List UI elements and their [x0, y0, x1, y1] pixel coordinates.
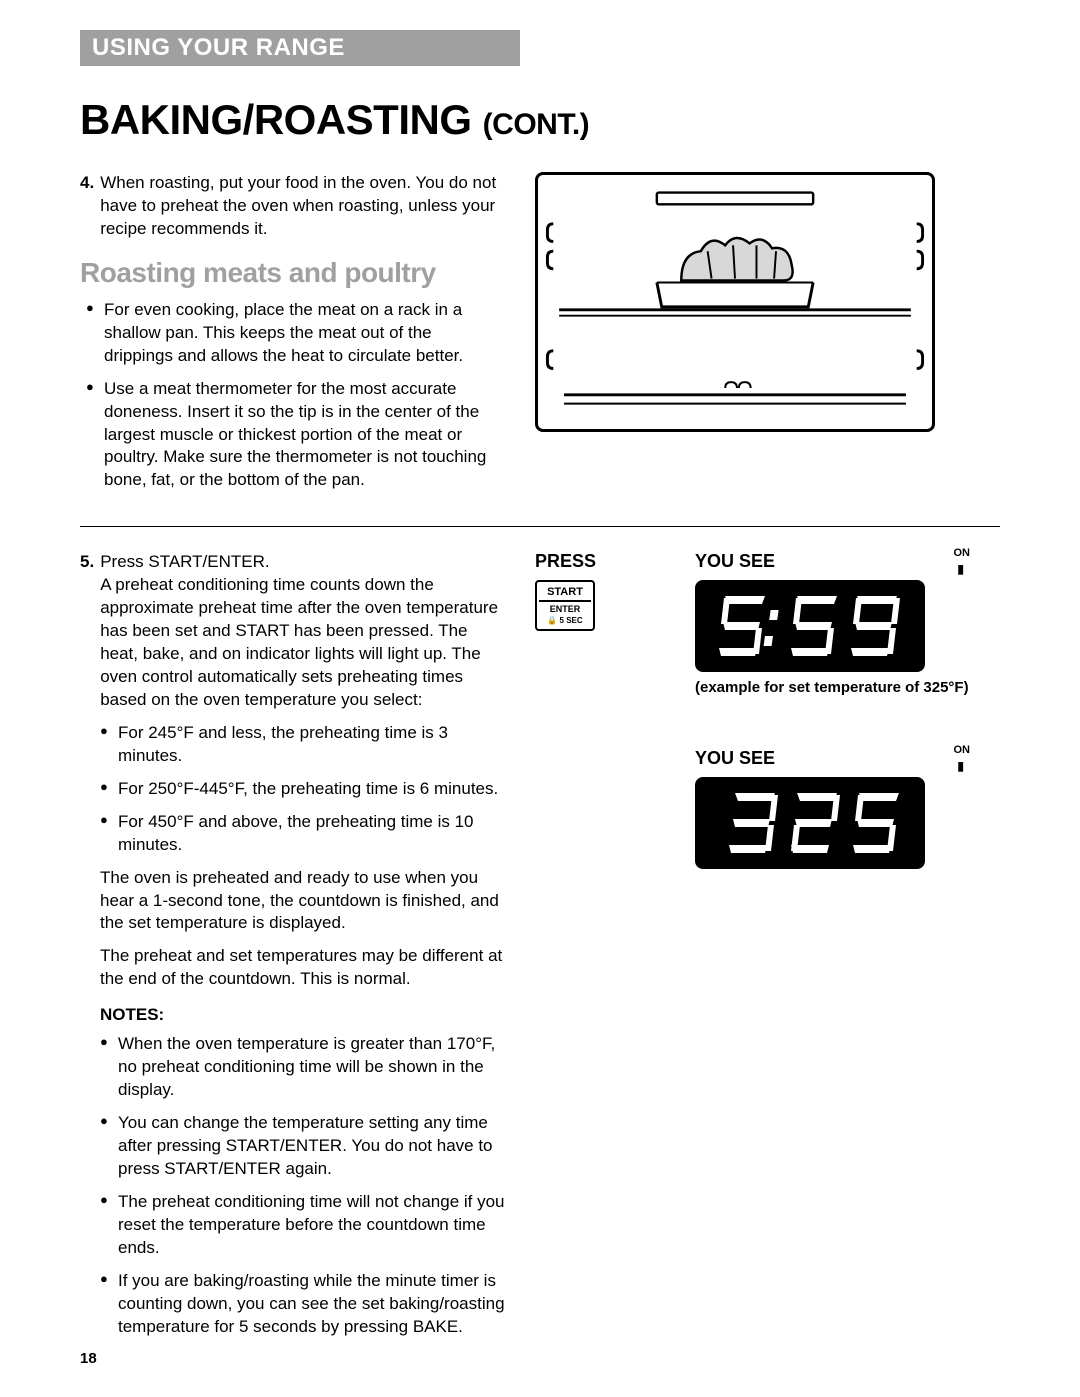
- step-5-number: 5.: [80, 551, 94, 712]
- upper-right-column: [535, 172, 1000, 502]
- step-4: 4. When roasting, put your food in the o…: [80, 172, 505, 241]
- you-see-column-2: ON ▮ YOU SEE: [695, 748, 1000, 869]
- display-559-caption: (example for set temperature of 325°F): [695, 678, 1000, 698]
- lock-text: 🔒 5 SEC: [539, 616, 591, 625]
- notes-bullet-2: You can change the temperature setting a…: [100, 1112, 505, 1181]
- start-text: START: [539, 586, 591, 602]
- enter-text: ENTER: [539, 604, 591, 614]
- step-5-para3: The preheat and set temperatures may be …: [80, 945, 505, 991]
- temp-bullet-3: For 450°F and above, the preheating time…: [100, 811, 505, 857]
- on-label-2: ON: [954, 744, 971, 756]
- step-5-intro-line: Press START/ENTER.: [100, 552, 269, 571]
- page-title: BAKING/ROASTING (CONT.): [80, 96, 1000, 144]
- display-559: [695, 580, 925, 672]
- roasting-subheading: Roasting meats and poultry: [80, 257, 505, 289]
- temp-bullet-1: For 245°F and less, the preheating time …: [100, 722, 505, 768]
- roasting-bullet-1: For even cooking, place the meat on a ra…: [86, 299, 505, 368]
- notes-bullet-4: If you are baking/roasting while the min…: [100, 1270, 505, 1339]
- on-label-1: ON: [954, 547, 971, 559]
- roasting-bullet-2: Use a meat thermometer for the most accu…: [86, 378, 505, 493]
- step-5-intro: Press START/ENTER. A preheat conditionin…: [100, 551, 505, 712]
- press-label: PRESS: [535, 551, 615, 572]
- step-4-text: When roasting, put your food in the oven…: [100, 172, 505, 241]
- you-see-column-1: ON ▮ YOU SEE: [695, 551, 1000, 875]
- lower-right-column: PRESS START ENTER 🔒 5 SEC ON ▮ YOU SEE: [535, 551, 1000, 1348]
- start-enter-button-icon: START ENTER 🔒 5 SEC: [535, 580, 595, 631]
- step-4-number: 4.: [80, 172, 94, 241]
- temp-bullet-list: For 245°F and less, the preheating time …: [80, 722, 505, 857]
- display-325: [695, 777, 925, 869]
- step-5: 5. Press START/ENTER. A preheat conditio…: [80, 551, 505, 712]
- title-main: BAKING/ROASTING: [80, 96, 483, 143]
- title-cont: (CONT.): [483, 108, 589, 141]
- notes-label: NOTES:: [80, 1005, 505, 1025]
- step-5-para1: A preheat conditioning time counts down …: [100, 575, 498, 709]
- temp-bullet-2: For 250°F-445°F, the preheating time is …: [100, 778, 505, 801]
- notes-bullet-list: When the oven temperature is greater tha…: [80, 1033, 505, 1338]
- upper-left-column: 4. When roasting, put your food in the o…: [80, 172, 505, 502]
- notes-bullet-1: When the oven temperature is greater tha…: [100, 1033, 505, 1102]
- notes-bullet-3: The preheat conditioning time will not c…: [100, 1191, 505, 1260]
- section-header: USING YOUR RANGE: [80, 30, 520, 66]
- on-tick-1: ▮: [957, 562, 964, 576]
- roasting-bullet-list: For even cooking, place the meat on a ra…: [80, 299, 505, 493]
- on-tick-2: ▮: [957, 759, 964, 773]
- step-5-para2: The oven is preheated and ready to use w…: [80, 867, 505, 936]
- press-column: PRESS START ENTER 🔒 5 SEC: [535, 551, 615, 875]
- press-see-header-row: PRESS START ENTER 🔒 5 SEC ON ▮ YOU SEE: [535, 551, 1000, 875]
- lower-left-column: 5. Press START/ENTER. A preheat conditio…: [80, 551, 505, 1348]
- oven-diagram: [535, 172, 935, 432]
- section-divider: [80, 526, 1000, 527]
- page-number: 18: [80, 1350, 97, 1367]
- lower-content-row: 5. Press START/ENTER. A preheat conditio…: [80, 551, 1000, 1348]
- upper-content-row: 4. When roasting, put your food in the o…: [80, 172, 1000, 502]
